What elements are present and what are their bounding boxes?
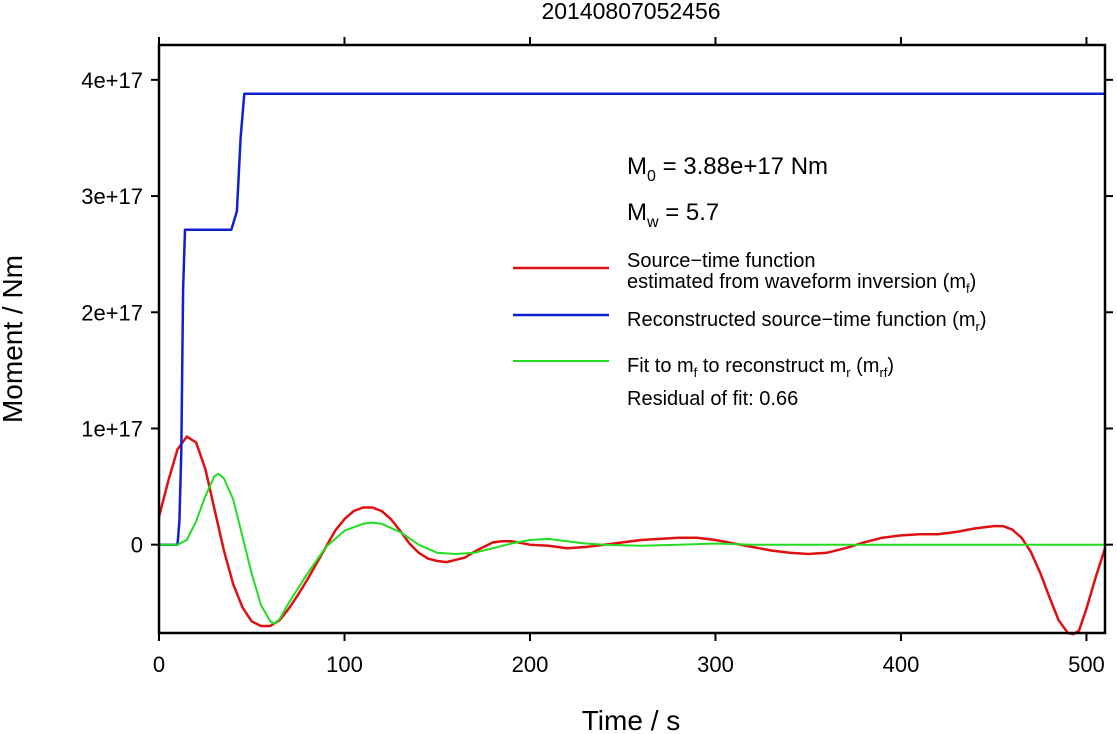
legend-label-mf-line2: estimated from waveform inversion (mf): [627, 271, 976, 296]
x-tick-label: 200: [512, 652, 549, 677]
legend: Source−time function estimated from wave…: [513, 250, 987, 410]
series-line-mrf: [159, 472, 1105, 625]
y-axis-label: Moment / Nm: [0, 255, 28, 423]
series-line-mf: [157, 435, 1107, 636]
legend-label-mf-line1: Source−time function: [627, 250, 815, 272]
legend-label-mrf: Fit to mf to reconstruct mr (mrf): [627, 355, 894, 380]
x-axis-label: Time / s: [582, 705, 681, 734]
x-tick-label: 100: [326, 652, 363, 677]
m0-annotation: M0 = 3.88e+17 Nm: [627, 153, 828, 185]
x-tick-label: 500: [1068, 652, 1105, 677]
y-tick-label: 0: [131, 533, 143, 558]
residual-annotation: Residual of fit: 0.66: [627, 388, 798, 410]
x-tick-label: 400: [883, 652, 920, 677]
mw-annotation: Mw = 5.7: [627, 199, 719, 231]
x-axis: 0 100 200 300 400 500: [153, 37, 1105, 677]
plot-lines: [157, 92, 1107, 636]
y-tick-label: 3e+17: [81, 184, 143, 209]
y-axis: 0 1e+17 2e+17 3e+17 4e+17: [81, 68, 1113, 558]
y-tick-label: 1e+17: [81, 416, 143, 441]
y-tick-label: 2e+17: [81, 300, 143, 325]
legend-label-mr: Reconstructed source−time function (mr): [627, 309, 987, 334]
chart-title: 20140807052456: [541, 0, 720, 24]
x-tick-label: 0: [153, 652, 165, 677]
plot-frame: [157, 43, 1107, 635]
x-tick-label: 300: [697, 652, 734, 677]
series-line-mr: [159, 92, 1105, 546]
y-tick-label: 4e+17: [81, 68, 143, 93]
